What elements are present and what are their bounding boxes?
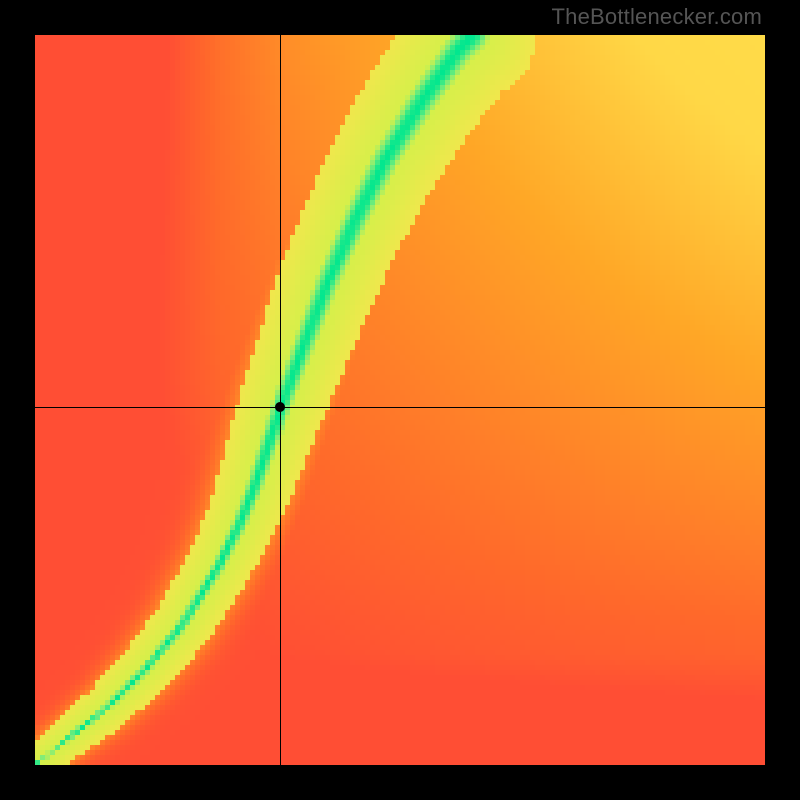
heatmap-canvas xyxy=(35,35,765,765)
crosshair-horizontal xyxy=(35,407,765,408)
watermark-text: TheBottlenecker.com xyxy=(552,4,762,30)
crosshair-marker xyxy=(275,402,285,412)
plot-area xyxy=(35,35,765,765)
crosshair-vertical xyxy=(280,35,281,765)
